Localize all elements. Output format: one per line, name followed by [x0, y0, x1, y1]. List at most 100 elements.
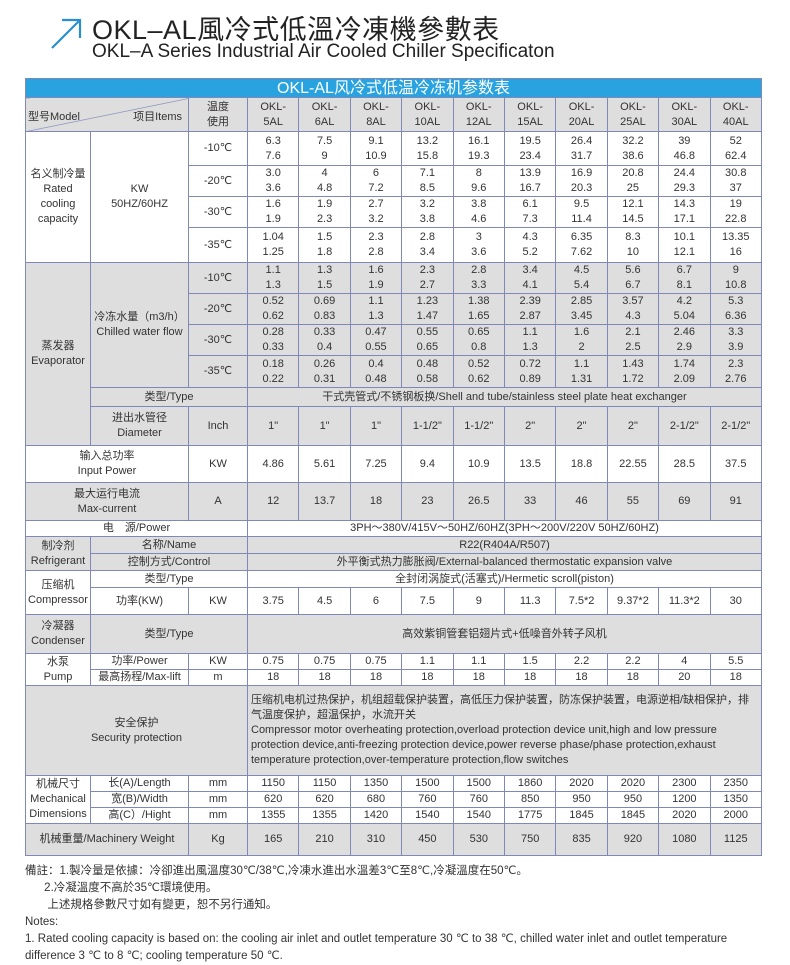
- note-line: difference 3 ℃ to 8 ℃; cooling temperatu…: [25, 950, 283, 962]
- notes: 備註：1.製冷量是依據：冷卻進出風溫度30℃/38℃,冷凍水進出水溫差3℃至8℃…: [25, 863, 765, 965]
- value-cell: 0.52 0.62: [246, 293, 300, 325]
- value-cell: 7.1 8.5: [401, 165, 454, 197]
- compressor-type-label: 类型/Type: [90, 570, 248, 588]
- value-cell: 1.1: [401, 653, 454, 670]
- header-model: OKL- 30AL: [658, 97, 711, 132]
- value-cell: 0.4 0.48: [349, 355, 403, 388]
- value-cell: 1": [246, 406, 300, 446]
- table-row: 压缩机 Compressor 类型/Type 全封闭涡旋式(活塞式)/Hermeti…: [25, 570, 762, 615]
- value-cell: 2.7 3.2: [349, 196, 403, 228]
- temp-cell: -10℃: [188, 131, 248, 166]
- table-row: 功率(KW) KW 3.75 4.5 6 7.5 9 11.3 7.5*2 9.37*2 11.3*…: [26, 587, 763, 615]
- unit-cell: KW: [188, 587, 248, 615]
- table-row: -35℃ 1.04 1.25 1.5 1.8 2.3 2.8 2.8 3.4 3 3.6 4…: [26, 227, 763, 263]
- table-row: 机械重量/Machinery Weight Kg 165 210 310 450 530 75…: [25, 823, 763, 856]
- flow-label: 冷冻水量（m3/h） Chilled water flow: [90, 262, 189, 388]
- value-cell: 6.3 7.6: [246, 131, 300, 166]
- value-cell: 2.39 2.87: [503, 293, 557, 325]
- value-cell: 2000: [709, 807, 763, 824]
- table-row: 控制方式/Control 外平衡式热力膨胀阀/External-balanced …: [26, 553, 762, 571]
- value-cell: 0.47 0.55: [349, 324, 403, 356]
- table-row: 高(C）/Hight mm 1355 1355 1420 1540 1540 1775 1845…: [26, 807, 763, 824]
- value-cell: 4.2 5.04: [658, 293, 711, 325]
- value-cell: 1.5: [503, 653, 557, 670]
- value-cell: 1.23 1.47: [401, 293, 454, 325]
- table-row: -20℃ 3.0 3.6 4 4.8 6 7.2 7.1 8.5 8 9.6 13.9 16…: [26, 165, 763, 197]
- unit-cell: m: [188, 669, 248, 686]
- value-cell: 0.52 0.62: [452, 355, 505, 388]
- value-cell: 8 9.6: [452, 165, 505, 197]
- value-cell: 3 3.6: [452, 227, 505, 263]
- table-row: 蒸发器 Evaporator 冷冻水量（m3/h） Chilled water f…: [25, 262, 763, 446]
- value-cell: 1150: [298, 775, 351, 792]
- note-line: 1. Rated cooling capacity is based on: t…: [25, 933, 728, 945]
- table-row: 水泵 Pump 功率/Power KW 0.75 0.75 0.75 1.1 1.1 1.5 2.…: [25, 653, 763, 686]
- value-cell: 37.5: [709, 445, 763, 483]
- value-cell: 1-1/2": [401, 406, 454, 446]
- value-cell: 4 4.8: [298, 165, 351, 197]
- value-cell: 1355: [298, 807, 351, 824]
- value-cell: 13.7: [298, 482, 351, 521]
- table-row: 类型/Type 干式壳管式/不锈钢板换/Shell and tube/stainl…: [26, 387, 762, 407]
- temp-cell: -20℃: [188, 293, 248, 325]
- value-cell: 2": [503, 406, 557, 446]
- value-cell: 18: [349, 669, 403, 686]
- security-text: 压缩机电机过热保护，机组超载保护装置，高低压力保护装置，防冻保护装置，电源逆相/…: [247, 685, 762, 776]
- value-cell: 18: [298, 669, 351, 686]
- value-cell: 0.48 0.58: [401, 355, 454, 388]
- value-cell: 4.3 5.2: [503, 227, 557, 263]
- value-cell: 26.4 31.7: [555, 131, 608, 166]
- value-cell: 1200: [658, 791, 711, 808]
- value-cell: 4.5 5.4: [555, 262, 608, 294]
- value-cell: 1.1 1.3: [503, 324, 557, 356]
- value-cell: 1775: [503, 807, 557, 824]
- value-cell: 0.33 0.4: [298, 324, 351, 356]
- value-cell: 16.9 20.3: [555, 165, 608, 197]
- value-cell: 1845: [555, 807, 608, 824]
- value-cell: 12.1 14.5: [606, 196, 660, 228]
- table-row: 进出水管径 Diameter Inch 1" 1" 1" 1-1/2" 1-1/2" 2" 2"…: [26, 406, 763, 446]
- header-model-items: 型号Model 项目Items: [25, 97, 189, 132]
- value-cell: 0.75: [298, 653, 351, 670]
- value-cell: 18: [606, 669, 660, 686]
- value-cell: 1.1 1.3: [349, 293, 403, 325]
- value-cell: 620: [246, 791, 300, 808]
- value-cell: 55: [606, 482, 660, 521]
- value-cell: 950: [555, 791, 608, 808]
- value-cell: 2.46 2.9: [658, 324, 711, 356]
- value-cell: 18: [452, 669, 505, 686]
- value-cell: 9.4: [401, 445, 454, 483]
- value-cell: 19.5 23.4: [503, 131, 557, 166]
- compressor-power-label: 功率(KW): [90, 587, 189, 615]
- value-cell: 1350: [709, 791, 763, 808]
- diameter-label: 进出水管径 Diameter: [90, 406, 189, 446]
- value-cell: 2": [606, 406, 660, 446]
- note-line: 2.冷凝溫度不高於35℃環境使用。: [25, 882, 218, 894]
- value-cell: 0.69 0.83: [298, 293, 351, 325]
- value-cell: 5.5: [709, 653, 763, 670]
- value-cell: 620: [298, 791, 351, 808]
- value-cell: 18: [709, 669, 763, 686]
- value-cell: 18: [555, 669, 608, 686]
- value-cell: 11.3: [503, 587, 557, 615]
- condenser-label: 冷凝器 Condenser: [25, 614, 91, 654]
- value-cell: 6.7 8.1: [658, 262, 711, 294]
- temp-cell: -10℃: [188, 262, 248, 294]
- security-label: 安全保护 Security protection: [25, 685, 248, 776]
- header-model: OKL- 10AL: [401, 97, 454, 132]
- value-cell: 6.1 7.3: [503, 196, 557, 228]
- value-cell: 16.1 19.3: [452, 131, 505, 166]
- value-cell: 2.3 2.8: [349, 227, 403, 263]
- value-cell: 1500: [401, 775, 454, 792]
- note-line: Notes:: [25, 916, 59, 928]
- header-model: OKL- 6AL: [298, 97, 351, 132]
- weight-label: 机械重量/Machinery Weight: [25, 823, 189, 856]
- value-cell: 0.28 0.33: [246, 324, 300, 356]
- cooling-unit: KW 50HZ/60HZ: [90, 131, 189, 263]
- header-temp: 温度 使用: [188, 97, 248, 132]
- value-cell: 3.3 3.9: [709, 324, 763, 356]
- value-cell: 3.8 4.6: [452, 196, 505, 228]
- value-cell: 1125: [709, 823, 763, 856]
- value-cell: 18.8: [555, 445, 608, 483]
- value-cell: 1.43 1.72: [606, 355, 660, 388]
